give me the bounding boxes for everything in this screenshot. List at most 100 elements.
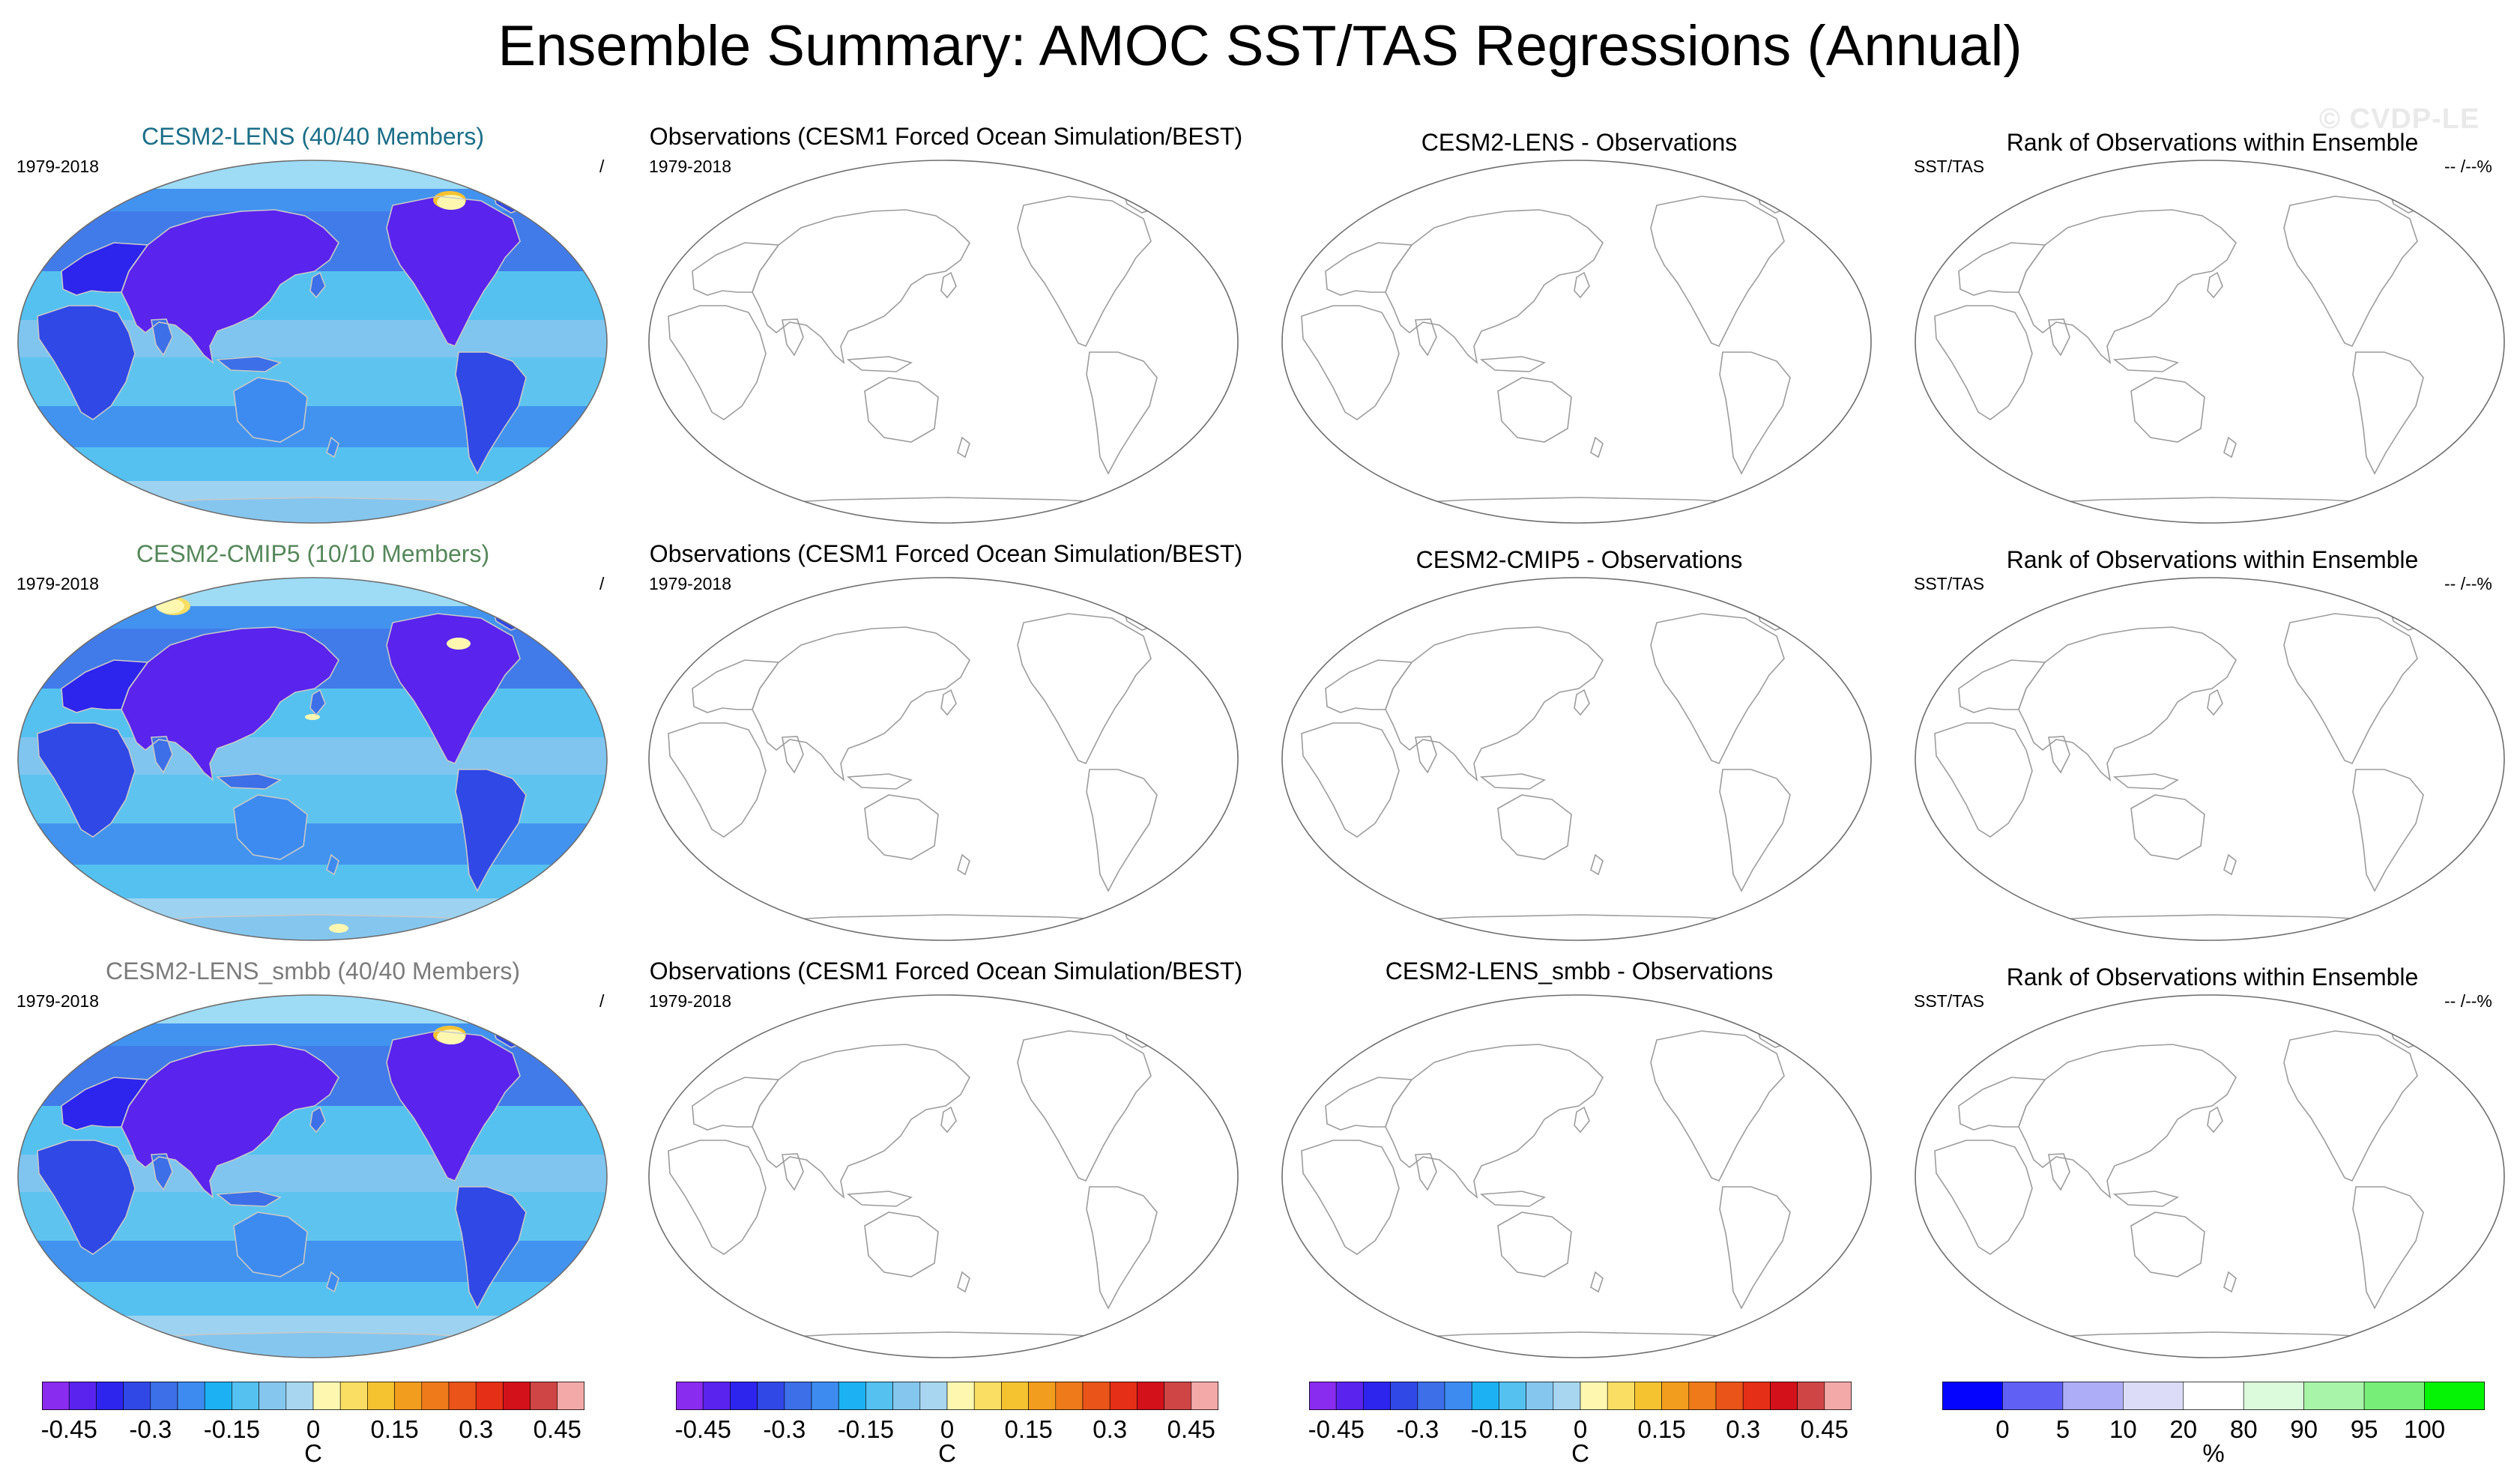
land-fill-india	[151, 319, 172, 355]
coastline-japan	[940, 271, 957, 299]
coastline-nz	[1590, 1271, 1604, 1293]
colorbar-box	[1082, 1382, 1111, 1410]
colorbar-tick-label: 0	[306, 1415, 321, 1443]
coastline-namerica	[2283, 1030, 2418, 1182]
right-label-rank-row1: -- /--%	[2444, 157, 2492, 176]
field-band	[18, 606, 607, 629]
period-label-model-row1: 1979-2018	[16, 157, 99, 176]
colorbar-box	[1390, 1382, 1418, 1410]
colorbar-box	[784, 1382, 812, 1410]
coastline-samerica	[455, 351, 527, 475]
coastline-samerica	[1719, 1186, 1791, 1310]
land-fill-antarctica	[99, 1332, 534, 1358]
colorbar-box	[1688, 1382, 1717, 1410]
coastline-europe	[1958, 659, 2046, 713]
land-fill-africa	[37, 723, 135, 837]
colorbar-tick-label: -0.3	[129, 1415, 172, 1443]
colorbar-box	[557, 1382, 584, 1410]
colorbar-box	[42, 1382, 70, 1410]
warm-anomaly	[156, 599, 184, 614]
land-fill-japan	[310, 690, 325, 715]
panel-title-diff-row1: CESM2-LENS - Observations	[1421, 129, 1738, 156]
coastline-india	[2048, 318, 2070, 357]
coastline-japan	[2207, 271, 2223, 299]
land-fill-asia	[121, 627, 339, 780]
colorbar-tick-label: 0.45	[1800, 1415, 1849, 1443]
land-fill-asia	[121, 210, 339, 363]
right-label-model-row1: /	[599, 157, 605, 176]
coastline-nz	[2223, 1271, 2237, 1293]
coastline-nz	[326, 853, 339, 876]
coastline-namerica	[386, 1030, 521, 1182]
coastline-namerica	[1017, 1030, 1152, 1182]
coastline-india	[151, 318, 173, 357]
field-band	[18, 160, 607, 189]
colorbar-box	[1797, 1382, 1825, 1410]
colorbar-tick-label: -0.45	[1308, 1415, 1365, 1443]
colorbar-box	[892, 1382, 921, 1410]
colorbar-box	[448, 1382, 477, 1410]
field-band	[18, 1023, 607, 1046]
colorbar-unit-label: C	[304, 1439, 322, 1467]
colorbar-box	[177, 1382, 205, 1410]
coastline-namerica	[1017, 613, 1152, 765]
map-rank-row3	[1915, 994, 2505, 1358]
coastline-samerica	[455, 1186, 527, 1310]
field-band	[18, 447, 607, 481]
coastline-australia	[1497, 794, 1572, 860]
land-fill-samerica	[456, 352, 526, 474]
colorbar-tick-label: 80	[2229, 1415, 2258, 1443]
colorbar-box	[946, 1382, 975, 1410]
coastline-namerica	[1650, 196, 1785, 348]
coastline-indonesia	[846, 356, 913, 372]
colorbar-box	[2243, 1382, 2304, 1410]
land-fill-india	[151, 737, 172, 772]
land-fill-namerica	[387, 614, 520, 763]
coastline-australia	[864, 377, 939, 443]
colorbar-box	[1580, 1382, 1608, 1410]
coastline-antarctica	[728, 1331, 1166, 1358]
map-clip-group	[18, 995, 607, 1358]
coastline-africa	[1934, 1140, 2033, 1255]
colorbar-tick-label: 0.15	[370, 1415, 419, 1443]
colorbar-box	[811, 1382, 839, 1410]
coastline-india	[151, 736, 173, 774]
colorbar-tick-label: 0	[940, 1415, 955, 1443]
coastline-nz	[2223, 436, 2237, 459]
map-obs-row2	[648, 577, 1239, 941]
map-model-cesm2-lens	[17, 160, 608, 524]
map-border	[1915, 577, 2505, 941]
coastline-africa	[37, 1140, 136, 1255]
coastline-africa	[1301, 305, 1400, 420]
colorbar-unit-label: C	[1571, 1439, 1589, 1467]
coastline-asia	[752, 209, 970, 365]
colorbar-unit-label: C	[938, 1439, 956, 1467]
coastline-namerica	[1650, 613, 1785, 765]
land-fill-australia	[234, 378, 307, 442]
coastline-japan	[309, 1106, 326, 1134]
colorbar-box	[2424, 1382, 2485, 1410]
coastline-europe	[692, 659, 780, 713]
colorbar-box	[1715, 1382, 1744, 1410]
coastline-samerica	[1086, 351, 1158, 475]
coastline-namerica	[1650, 1030, 1785, 1182]
map-border	[1281, 160, 1872, 524]
coastline-japan	[309, 271, 326, 299]
coastline-europe	[1958, 1077, 2046, 1131]
colorbar-tick-label: 95	[2350, 1415, 2378, 1443]
colorbar-box	[232, 1382, 259, 1410]
map-border	[648, 160, 1239, 524]
coastline-samerica	[2352, 1186, 2424, 1310]
var-label-rank-row2: SST/TAS	[1914, 574, 1985, 593]
colorbar-tick-label: 0.45	[533, 1415, 581, 1443]
coastline-europe	[1958, 242, 2046, 296]
coastline-india	[782, 736, 804, 774]
coastline-antarctica	[1362, 1331, 1799, 1358]
colorbar-box	[123, 1382, 151, 1410]
colorbar-box	[2123, 1382, 2184, 1410]
coastline-europe	[692, 1077, 780, 1131]
field-band	[18, 823, 607, 865]
panel-title-diff-row2: CESM2-CMIP5 - Observations	[1415, 546, 1743, 573]
land-fill-africa	[37, 1140, 135, 1254]
map-clip-group	[18, 578, 607, 940]
